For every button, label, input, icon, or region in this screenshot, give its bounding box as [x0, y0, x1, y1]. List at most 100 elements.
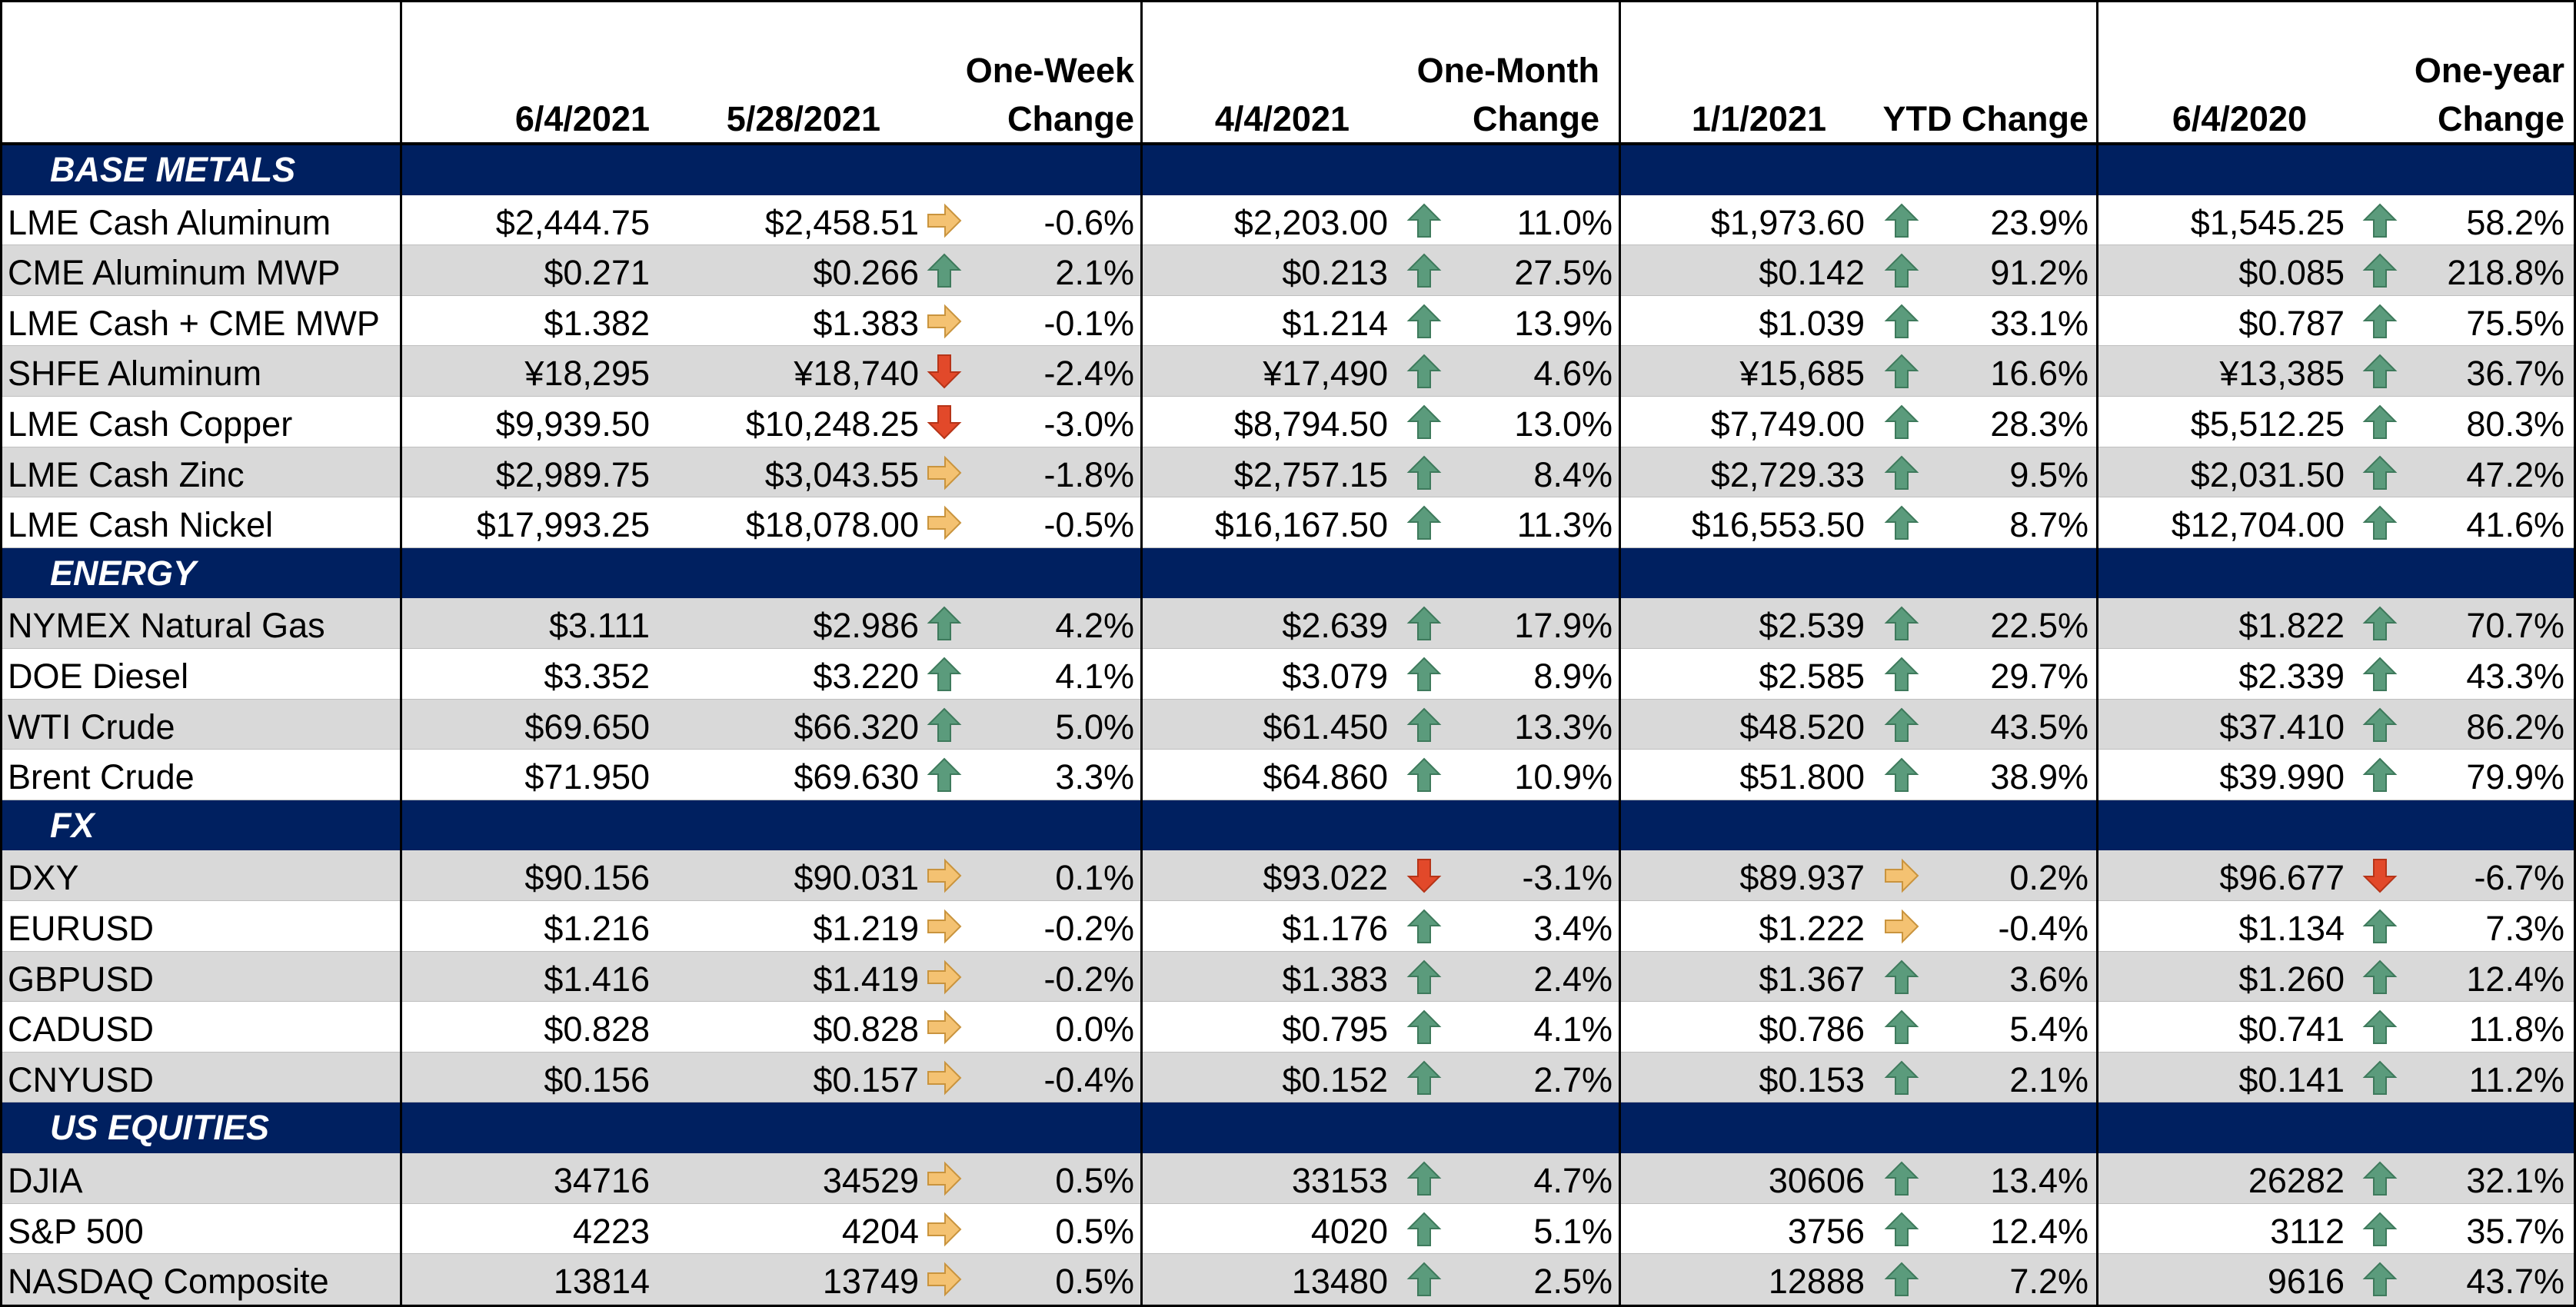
- arrow-up-icon: [1405, 403, 1443, 441]
- cell-c3: 33.1%: [1990, 303, 2088, 343]
- cell-c1: -0.1%: [1043, 303, 1134, 343]
- cell-c2: 4.1%: [1533, 1009, 1612, 1049]
- cell-c2: 8.4%: [1533, 454, 1612, 494]
- arrow-up-icon: [1405, 201, 1443, 240]
- section-band-energy: [0, 547, 2576, 599]
- table-row: [0, 649, 2576, 700]
- arrow-right-icon: [925, 1059, 964, 1097]
- cell-v2: 4204: [841, 1211, 919, 1251]
- arrow-right-icon: [925, 1210, 964, 1249]
- arrow-up-icon: [1405, 1260, 1443, 1299]
- cell-v5: $12,704.00: [2171, 505, 2345, 545]
- cell-c2: 11.3%: [1516, 505, 1612, 545]
- arrow-up-icon: [2361, 1159, 2399, 1198]
- cell-c1: 3.3%: [1055, 757, 1134, 797]
- cell-v5: $37.410: [2219, 707, 2345, 747]
- cell-c1: -0.2%: [1043, 909, 1134, 948]
- arrow-up-icon: [2361, 352, 2399, 391]
- cell-c4: 32.1%: [2466, 1161, 2564, 1200]
- row-divider: [0, 1051, 2576, 1053]
- cell-v3: $2,203.00: [1233, 202, 1388, 242]
- row-divider: [0, 900, 2576, 901]
- table-row: [0, 598, 2576, 649]
- cell-v1: 34716: [553, 1161, 650, 1200]
- arrow-up-icon: [2361, 1008, 2399, 1046]
- cell-c1: 0.5%: [1055, 1211, 1134, 1251]
- cell-v1: $2,444.75: [495, 202, 650, 242]
- table-row: [0, 901, 2576, 952]
- arrow-up-icon: [1405, 1210, 1443, 1249]
- cell-c1: -2.4%: [1043, 354, 1134, 394]
- row-label: SHFE Aluminum: [8, 354, 262, 394]
- cell-v2: $10,248.25: [745, 404, 919, 444]
- cell-v1: $0.156: [544, 1059, 650, 1099]
- cell-v3: $93.022: [1263, 858, 1388, 898]
- table-row: [0, 699, 2576, 750]
- header-date-0-0: 6/4/2021: [514, 99, 650, 138]
- section-title: US EQUITIES: [50, 1108, 270, 1148]
- arrow-up-icon: [1882, 302, 1921, 341]
- cell-v1: 4223: [572, 1211, 650, 1251]
- cell-v4: 12888: [1768, 1262, 1865, 1302]
- cell-v2: $3.220: [813, 657, 919, 696]
- column-group-divider: [1619, 0, 1621, 1307]
- arrow-up-icon: [1882, 1008, 1921, 1046]
- row-label: DOE Diesel: [8, 657, 189, 696]
- cell-v1: 13814: [553, 1262, 650, 1302]
- cell-c3: 2.1%: [2009, 1059, 2088, 1099]
- cell-v2: $1.219: [813, 909, 919, 948]
- row-divider: [0, 547, 2576, 548]
- arrow-up-icon: [1405, 756, 1443, 794]
- cell-v5: $1.134: [2238, 909, 2345, 948]
- cell-c3: 8.7%: [2009, 505, 2088, 545]
- cell-c4: 11.2%: [2468, 1059, 2564, 1099]
- cell-v4: $0.786: [1759, 1009, 1865, 1049]
- arrow-up-icon: [1405, 907, 1443, 946]
- arrow-right-icon: [1882, 856, 1921, 895]
- cell-c4: 86.2%: [2466, 707, 2564, 747]
- row-label: NYMEX Natural Gas: [8, 606, 325, 646]
- cell-c4: 36.7%: [2466, 354, 2564, 394]
- cell-v3: $0.795: [1282, 1009, 1388, 1049]
- cell-c1: 2.1%: [1055, 253, 1134, 293]
- cell-c4: 7.3%: [2485, 909, 2564, 948]
- row-divider: [0, 294, 2576, 296]
- arrow-down-icon: [1405, 856, 1443, 895]
- arrow-down-icon: [925, 403, 964, 441]
- arrow-up-icon: [1405, 1059, 1443, 1097]
- cell-v1: $0.271: [544, 253, 650, 293]
- arrow-up-icon: [2361, 1210, 2399, 1249]
- cell-v2: $2.986: [813, 606, 919, 646]
- cell-c1: -0.4%: [1043, 1059, 1134, 1099]
- cell-v3: $1.214: [1282, 303, 1388, 343]
- cell-v4: $2.585: [1759, 657, 1865, 696]
- header-date-0-1: 5/28/2021: [726, 99, 880, 138]
- cell-c3: -0.4%: [1998, 909, 2088, 948]
- arrow-right-icon: [925, 856, 964, 895]
- cell-c4: 58.2%: [2466, 202, 2564, 242]
- table-row: [0, 850, 2576, 901]
- cell-c1: 0.5%: [1055, 1161, 1134, 1200]
- cell-c1: -3.0%: [1043, 404, 1134, 444]
- table-row: [0, 245, 2576, 296]
- cell-v2: $0.828: [813, 1009, 919, 1049]
- arrow-up-icon: [2361, 1059, 2399, 1097]
- cell-v5: 3112: [2270, 1211, 2345, 1251]
- arrow-up-icon: [925, 251, 964, 290]
- row-divider: [0, 1001, 2576, 1003]
- arrow-up-icon: [1882, 958, 1921, 996]
- header-change-3-line2: Change: [2437, 99, 2564, 138]
- arrow-up-icon: [2361, 756, 2399, 794]
- table-row: [0, 750, 2576, 800]
- cell-v3: 33153: [1291, 1161, 1388, 1200]
- header-change-0-line1: One-Week: [965, 51, 1134, 90]
- cell-c4: 41.6%: [2466, 505, 2564, 545]
- cell-v5: $0.741: [2238, 1009, 2345, 1049]
- column-group-divider: [1140, 0, 1143, 1307]
- cell-v2: $3,043.55: [764, 454, 919, 494]
- cell-c3: 43.5%: [1990, 707, 2088, 747]
- arrow-right-icon: [925, 907, 964, 946]
- header-date-2-0: 1/1/2021: [1691, 99, 1826, 138]
- cell-c4: 47.2%: [2466, 454, 2564, 494]
- table-row: [0, 397, 2576, 447]
